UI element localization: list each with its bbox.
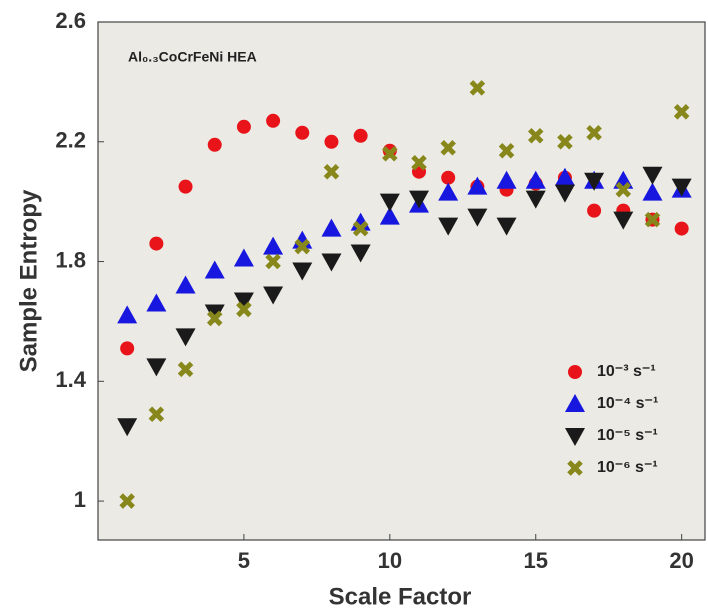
point: [175, 275, 196, 294]
annotation: Al₀.₃CoCrFeNi HEA: [128, 49, 257, 65]
point: [587, 203, 602, 218]
point: [673, 104, 690, 120]
point: [233, 292, 254, 311]
point: [438, 182, 459, 201]
point: [496, 217, 517, 236]
point: [586, 125, 602, 141]
legend-marker: [568, 365, 582, 379]
point: [178, 179, 193, 194]
point: [204, 304, 225, 323]
point: [352, 220, 369, 237]
point: [411, 154, 427, 171]
legend-marker: [565, 428, 585, 446]
point: [382, 145, 398, 162]
point: [148, 406, 165, 423]
point: [525, 170, 546, 189]
point: [146, 358, 167, 377]
point: [321, 253, 342, 272]
point: [175, 328, 196, 347]
point: [117, 305, 138, 324]
legend-label: 10⁻⁴ s⁻¹: [597, 395, 658, 412]
x-axis-title: Scale Factor: [329, 583, 472, 610]
y-tick-label: 1: [74, 487, 86, 512]
point: [295, 125, 310, 140]
point: [379, 193, 400, 212]
point: [441, 170, 456, 185]
point: [350, 244, 371, 263]
point: [554, 184, 575, 203]
point: [496, 170, 517, 189]
point: [263, 236, 284, 255]
point: [674, 221, 689, 236]
point: [266, 113, 281, 128]
point: [119, 493, 135, 509]
x-tick-label: 20: [669, 548, 693, 573]
point: [613, 211, 634, 230]
point: [292, 262, 313, 281]
point: [117, 418, 138, 437]
point: [438, 217, 459, 236]
point: [440, 139, 456, 156]
legend-marker: [565, 394, 585, 412]
point: [321, 218, 342, 237]
point: [644, 211, 661, 228]
x-tick-label: 15: [523, 548, 547, 573]
point: [149, 236, 164, 251]
point: [379, 206, 400, 225]
point: [525, 190, 546, 209]
point: [177, 361, 194, 378]
point: [498, 142, 515, 159]
point: [323, 163, 340, 180]
point: [615, 181, 632, 198]
point: [236, 119, 251, 134]
y-axis-title: Sample Entropy: [15, 189, 42, 372]
point: [409, 190, 430, 209]
y-tick-label: 1.8: [55, 247, 86, 272]
point: [265, 253, 281, 270]
x-tick-label: 5: [238, 548, 250, 573]
y-tick-label: 2.6: [55, 8, 86, 33]
legend-label: 10⁻⁵ s⁻¹: [597, 427, 658, 444]
point: [120, 341, 135, 356]
legend-label: 10⁻³ s⁻¹: [597, 363, 656, 380]
legend-label: 10⁻⁶ s⁻¹: [597, 459, 658, 476]
point: [467, 208, 488, 227]
point: [642, 166, 663, 185]
y-tick-label: 1.4: [55, 367, 86, 392]
point: [294, 238, 311, 255]
x-tick-label: 10: [378, 548, 402, 573]
point: [527, 128, 544, 144]
point: [353, 128, 368, 143]
point: [671, 178, 692, 197]
point: [324, 134, 339, 149]
point: [467, 176, 488, 195]
point: [236, 301, 252, 318]
point: [554, 167, 575, 186]
y-tick-label: 2.2: [55, 128, 86, 153]
point: [642, 182, 663, 201]
point: [206, 310, 223, 327]
legend-marker: [567, 460, 583, 476]
plot-area: [97, 21, 706, 541]
point: [233, 248, 254, 267]
point: [469, 80, 486, 96]
point: [207, 137, 222, 152]
point: [584, 172, 605, 191]
point: [146, 293, 167, 312]
point: [557, 134, 573, 150]
point: [204, 260, 225, 279]
point: [263, 286, 284, 305]
